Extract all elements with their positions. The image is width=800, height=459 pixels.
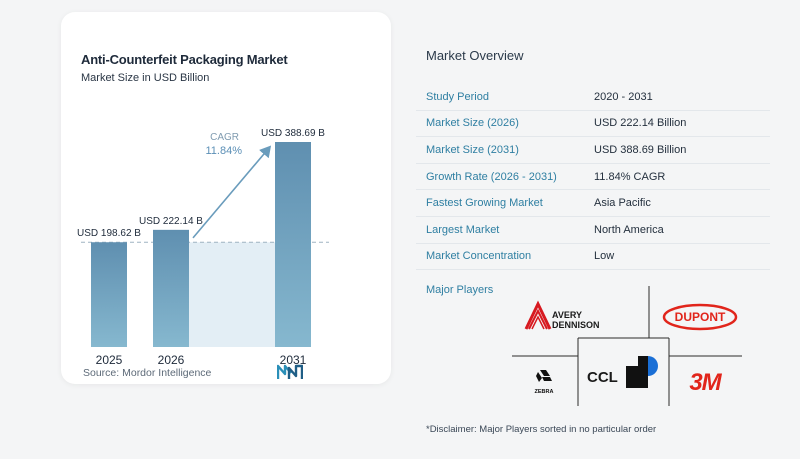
overview-row: Market Size (2031) USD 388.69 Billion — [416, 137, 770, 164]
dupont-text: DUPONT — [675, 310, 726, 324]
3m-text: 3M — [689, 369, 722, 396]
overview-row-value: Asia Pacific — [594, 197, 651, 210]
cagr-label: CAGR — [210, 132, 239, 143]
overview-row-label: Study Period — [426, 90, 489, 103]
overview-row-value: 11.84% CAGR — [594, 170, 666, 183]
overview-table: Study Period 2020 - 2031 Market Size (2026… — [416, 84, 770, 271]
overview-row-label: Market Size (2026) — [426, 117, 519, 130]
overview-row-value: Low — [594, 250, 615, 263]
major-players-title: Major Players — [426, 284, 494, 296]
cagr-arrow — [192, 145, 272, 239]
overview-row-label: Growth Rate (2026 - 2031) — [426, 170, 557, 183]
ccl-logo: CCL — [587, 356, 658, 388]
growth-shade — [189, 242, 275, 347]
overview-row: Market Size (2026) USD 222.14 Billion — [416, 111, 770, 138]
avery-dennison-logo: AVERY DENNISON — [524, 300, 600, 330]
overview-row-value: 2020 - 2031 — [594, 90, 653, 103]
value-label-2026: USD 222.14 B — [139, 216, 203, 227]
avery-text: AVERY — [552, 310, 582, 320]
overview-row-value: North America — [594, 223, 664, 236]
overview-title: Market Overview — [426, 48, 524, 63]
bar-2026 — [153, 229, 189, 347]
category-label-2025: 2025 — [96, 353, 123, 367]
source-text: Source: Mordor Intelligence — [83, 367, 212, 379]
cagr-value: 11.84% — [206, 145, 243, 157]
zebra-logo: ZEBRA — [535, 370, 554, 395]
market-overview-panel: Market Overview Study Period 2020 - 2031 M… — [416, 0, 800, 459]
chart-subtitle: Market Size in USD Billion — [81, 72, 210, 84]
bar-2025 — [91, 242, 127, 347]
overview-row: Largest Market North America — [416, 217, 770, 244]
overview-row: Fastest Growing Market Asia Pacific — [416, 190, 770, 217]
bar-2031 — [275, 142, 311, 347]
ccl-text: CCL — [587, 369, 618, 386]
dennison-text: DENNISON — [552, 320, 600, 330]
3m-logo: 3M — [689, 369, 723, 396]
disclaimer-text: *Disclaimer: Major Players sorted in no … — [426, 424, 657, 435]
overview-row: Market Concentration Low — [416, 244, 770, 271]
chart-card: Anti-Counterfeit Packaging Market Market… — [61, 12, 391, 384]
overview-row: Study Period 2020 - 2031 — [416, 84, 770, 111]
overview-row-label: Largest Market — [426, 223, 500, 236]
overview-row-value: USD 222.14 Billion — [594, 117, 687, 130]
bar-chart: USD 198.62 B 2025 USD 222.14 B 2026 USD 388.… — [77, 128, 329, 367]
dupont-logo: DUPONT — [662, 303, 738, 331]
zebra-text: ZEBRA — [535, 389, 554, 395]
overview-row-label: Market Size (2031) — [426, 143, 519, 156]
overview-row-label: Fastest Growing Market — [426, 197, 543, 210]
value-label-2031: USD 388.69 B — [261, 128, 325, 139]
value-label-2025: USD 198.62 B — [77, 228, 141, 239]
overview-row-value: USD 388.69 Billion — [594, 143, 687, 156]
chart-title: Anti-Counterfeit Packaging Market — [81, 52, 288, 67]
overview-row: Growth Rate (2026 - 2031) 11.84% CAGR — [416, 164, 770, 191]
major-players-logos: AVERY DENNISON DUPONT ZEBRA CCL 3M — [512, 286, 742, 406]
mordor-intelligence-logo-icon — [277, 364, 303, 379]
overview-row-label: Market Concentration — [426, 250, 532, 263]
category-label-2031: 2031 — [280, 353, 307, 367]
category-label-2026: 2026 — [158, 353, 185, 367]
